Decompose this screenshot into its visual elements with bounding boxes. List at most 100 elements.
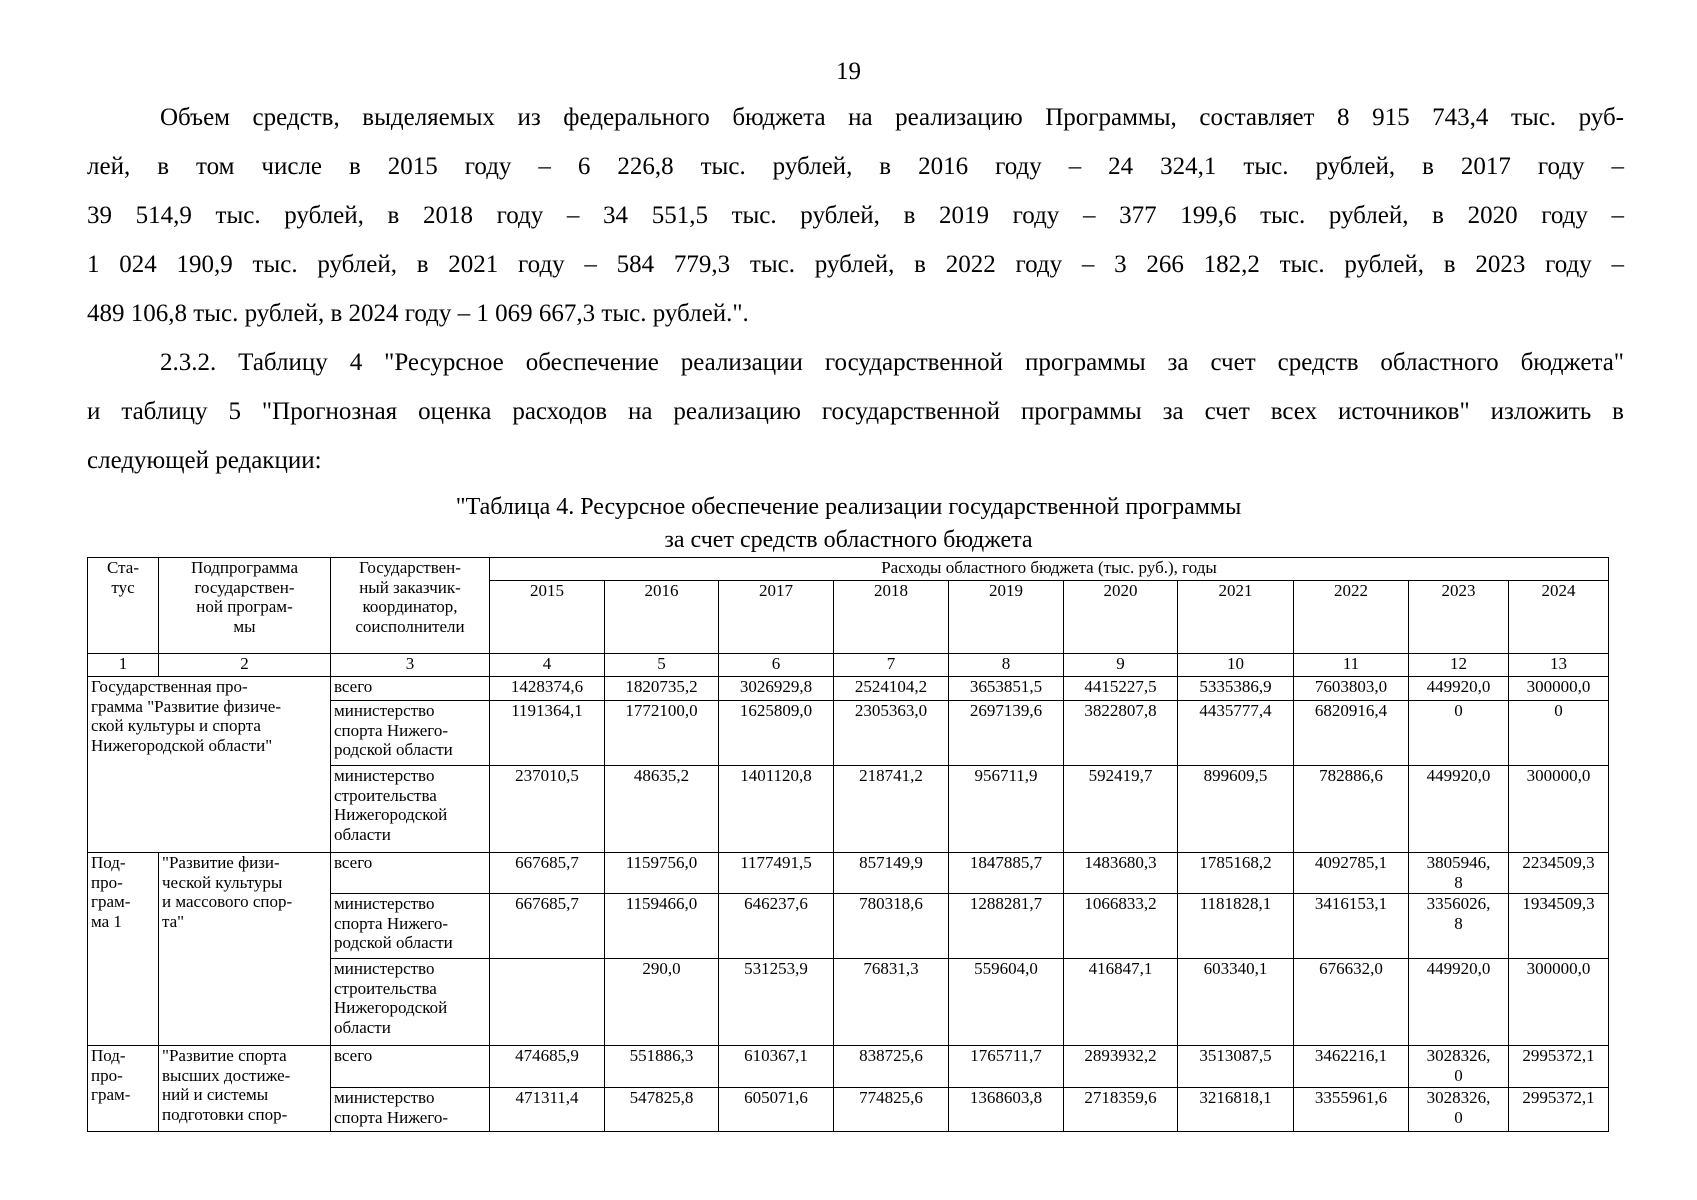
table-row: Под- про- грам- ма 1 "Развитие физи- ческ… [87, 852, 1609, 1046]
value-cell: 559604,0 [948, 958, 1064, 1046]
value-cell: 857149,9 [833, 852, 949, 894]
subprogram-cell: "Развитие физи- ческой культуры и массов… [158, 852, 331, 1046]
value-cell: 300000,0 [1508, 958, 1609, 1046]
value-cell: 2524104,2 [833, 676, 949, 701]
value-cell: 237010,5 [489, 765, 605, 853]
value-cell: 592419,7 [1063, 765, 1178, 853]
status-cell: Под- про- грам- ма 1 [87, 852, 159, 1046]
column-number: 11 [1293, 653, 1409, 677]
column-number: 12 [1408, 653, 1509, 677]
header-status: Ста- тус [87, 557, 159, 654]
value-cell: 3355961,6 [1293, 1087, 1409, 1132]
value-cell: 2893932,2 [1063, 1045, 1178, 1088]
value-cell: 4435777,4 [1177, 700, 1294, 766]
paragraph-federal-budget: Объем средств, выделяемых из федеральног… [87, 93, 1624, 338]
value-cell: 48635,2 [604, 765, 719, 853]
value-cell: 2234509,3 [1508, 852, 1609, 894]
column-number: 3 [330, 653, 490, 677]
header-subprogram: Подпрограмма государствен- ной програм- … [158, 557, 331, 654]
value-cell: 1191364,1 [489, 700, 605, 766]
value-cell: 76831,3 [833, 958, 949, 1046]
value-cell: 474685,9 [489, 1045, 605, 1088]
header-year: 2017 [718, 580, 834, 654]
value-cell: 5335386,9 [1177, 676, 1294, 701]
text-line: Объем средств, выделяемых из федеральног… [87, 93, 1624, 142]
value-cell: 531253,9 [718, 958, 834, 1046]
text-line-content: 2.3.2. Таблицу 4 "Ресурсное обеспечение … [160, 349, 1624, 376]
value-cell: 780318,6 [833, 893, 949, 959]
value-cell: 3026929,8 [718, 676, 834, 701]
value-cell: 1159466,0 [604, 893, 719, 959]
value-cell: 551886,3 [604, 1045, 719, 1088]
value-cell: 1765711,7 [948, 1045, 1064, 1088]
value-cell: 1288281,7 [948, 893, 1064, 959]
executor-cell: всего [330, 676, 490, 701]
text-line-content: лей, в том числе в 2015 году – 6 226,8 т… [87, 153, 1624, 180]
value-cell: 3462216,1 [1293, 1045, 1409, 1088]
value-cell: 667685,7 [489, 893, 605, 959]
value-cell: 300000,0 [1508, 765, 1609, 853]
text-line-content: следующей редакции: [87, 447, 322, 474]
table-row: 2015 2016 2017 2018 2019 2020 2021 2022 2023 2024 [88, 580, 1609, 654]
text-line-content: Объем средств, выделяемых из федеральног… [160, 104, 1624, 131]
table-title-line-1: "Таблица 4. Ресурсное обеспечение реализ… [455, 494, 1242, 520]
value-cell: 782886,6 [1293, 765, 1409, 853]
value-cell: 2995372,1 [1508, 1045, 1609, 1088]
executor-cell: всего [330, 1045, 490, 1088]
value-cell: 218741,2 [833, 765, 949, 853]
value-cell: 1820735,2 [604, 676, 719, 701]
header-year: 2016 [604, 580, 719, 654]
value-cell: 449920,0 [1408, 765, 1509, 853]
table-title: "Таблица 4. Ресурсное обеспечение реализ… [0, 491, 1697, 557]
header-year: 2021 [1177, 580, 1294, 654]
value-cell: 3822807,8 [1063, 700, 1178, 766]
executor-cell: министерство строительства Нижегородской… [330, 958, 490, 1046]
table-row: Государственная про- грамма "Развитие фи… [87, 676, 1609, 853]
value-cell: 290,0 [604, 958, 719, 1046]
table-row: министерство строительства Нижегородской… [88, 958, 1609, 1046]
header-executor: Государствен- ный заказчик- координатор,… [330, 557, 490, 654]
column-number: 2 [158, 653, 331, 677]
value-cell: 1177491,5 [718, 852, 834, 894]
text-line: лей, в том числе в 2015 году – 6 226,8 т… [87, 142, 1624, 191]
column-number: 13 [1508, 653, 1609, 677]
value-cell: 2995372,1 [1508, 1087, 1609, 1132]
header-year: 2018 [833, 580, 949, 654]
value-cell: 603340,1 [1177, 958, 1294, 1046]
page-number: 19 [836, 58, 861, 85]
value-cell: 3216818,1 [1177, 1087, 1294, 1132]
column-number: 10 [1177, 653, 1294, 677]
program-name-cell: Государственная про- грамма "Развитие фи… [87, 676, 331, 853]
table-row: 1 2 3 4 5 6 7 8 9 10 11 12 13 [87, 653, 1609, 677]
header-expenses: Расходы областного бюджета (тыс. руб.), … [489, 557, 1609, 581]
text-line: следующей редакции: [87, 436, 1624, 485]
header-year: 2019 [948, 580, 1064, 654]
value-cell: 2305363,0 [833, 700, 949, 766]
paragraph-table-amendment: 2.3.2. Таблицу 4 "Ресурсное обеспечение … [87, 338, 1624, 485]
value-cell: 3416153,1 [1293, 893, 1409, 959]
text-line: 489 106,8 тыс. рублей, в 2024 году – 1 0… [87, 289, 1624, 338]
executor-cell: министерство спорта Нижего- родской обла… [330, 893, 490, 959]
value-cell: 0 [1508, 700, 1609, 766]
value-cell: 3513087,5 [1177, 1045, 1294, 1088]
value-cell: 1181828,1 [1177, 893, 1294, 959]
column-number: 1 [87, 653, 159, 677]
subprogram-cell: "Развитие спорта высших достиже- ний и с… [158, 1045, 331, 1132]
table-row: министерство спорта Нижего- 471311,4 54782… [88, 1087, 1609, 1132]
header-year: 2020 [1063, 580, 1178, 654]
table-row: Под- про- грам- "Развитие спорта высших д… [87, 1045, 1609, 1132]
text-line-content: и таблицу 5 "Прогнозная оценка расходов … [87, 398, 1624, 425]
table-title-line-2: за счет средств областного бюджета [664, 527, 1033, 553]
value-cell: 449920,0 [1408, 958, 1509, 1046]
value-cell: 610367,1 [718, 1045, 834, 1088]
value-cell: 3028326, 0 [1408, 1045, 1509, 1088]
value-cell [489, 958, 605, 1046]
column-number: 6 [718, 653, 834, 677]
executor-cell: министерство спорта Нижего- [330, 1087, 490, 1132]
value-cell: 1785168,2 [1177, 852, 1294, 894]
value-cell: 4415227,5 [1063, 676, 1178, 701]
value-cell: 1625809,0 [718, 700, 834, 766]
header-year: 2023 [1408, 580, 1509, 654]
value-cell: 3356026, 8 [1408, 893, 1509, 959]
value-cell: 416847,1 [1063, 958, 1178, 1046]
